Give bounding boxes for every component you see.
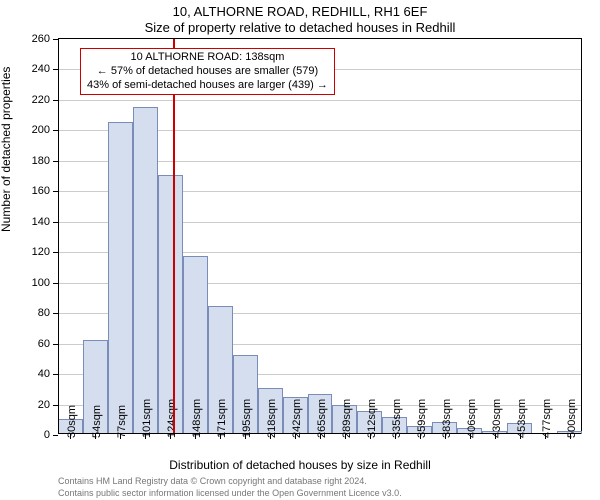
footer-line-2: Contains public sector information licen… <box>58 488 402 498</box>
ytick-label: 80 <box>38 307 50 319</box>
y-axis-label: Number of detached properties <box>0 67 13 232</box>
ytick-label: 0 <box>44 429 50 441</box>
annotation-line: ← 57% of detached houses are smaller (57… <box>87 65 328 79</box>
plot-area: 02040608010012014016018020022024026030sq… <box>58 38 582 434</box>
ytick-label: 140 <box>32 216 50 228</box>
ytick-mark <box>53 435 58 436</box>
y-axis-line <box>58 39 59 434</box>
x-axis-label: Distribution of detached houses by size … <box>0 458 600 472</box>
ytick-label: 40 <box>38 368 50 380</box>
ytick-label: 220 <box>32 94 50 106</box>
footer-line-1: Contains HM Land Registry data © Crown c… <box>58 476 367 486</box>
ytick-label: 100 <box>32 277 50 289</box>
histogram-bar <box>133 107 158 434</box>
title-line-2: Size of property relative to detached ho… <box>0 20 600 35</box>
ytick-label: 20 <box>38 399 50 411</box>
annotation-line: 43% of semi-detached houses are larger (… <box>87 79 328 93</box>
title-line-1: 10, ALTHORNE ROAD, REDHILL, RH1 6EF <box>0 4 600 19</box>
x-axis-line <box>58 433 581 434</box>
ytick-label: 240 <box>32 63 50 75</box>
grid-line <box>58 100 581 101</box>
ytick-label: 120 <box>32 246 50 258</box>
annotation-line: 10 ALTHORNE ROAD: 138sqm <box>87 51 328 65</box>
ytick-label: 160 <box>32 185 50 197</box>
ytick-label: 200 <box>32 124 50 136</box>
reference-line <box>173 39 175 434</box>
ytick-label: 180 <box>32 155 50 167</box>
histogram-bar <box>158 175 183 434</box>
ytick-label: 60 <box>38 338 50 350</box>
chart-container: 10, ALTHORNE ROAD, REDHILL, RH1 6EF Size… <box>0 0 600 500</box>
ytick-label: 260 <box>32 33 50 45</box>
histogram-bar <box>108 122 133 434</box>
annotation-box: 10 ALTHORNE ROAD: 138sqm← 57% of detache… <box>80 48 335 95</box>
